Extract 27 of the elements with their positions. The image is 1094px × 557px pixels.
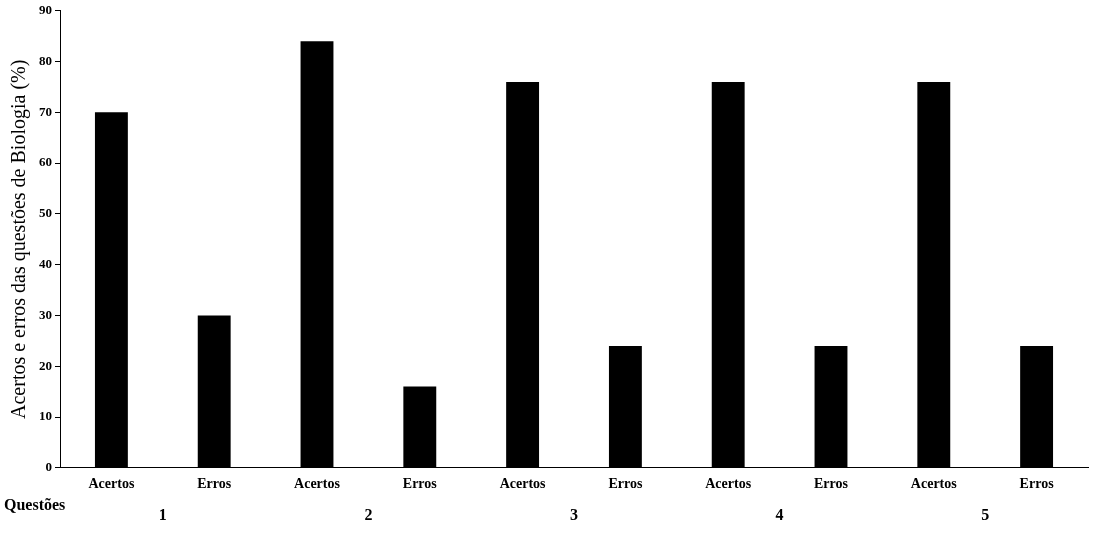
y-tick-label: 0 xyxy=(45,459,52,475)
text: Erros xyxy=(608,476,643,492)
text: Erros xyxy=(197,476,232,492)
y-tick-label: 10 xyxy=(39,408,52,424)
text: Erros xyxy=(1019,476,1054,492)
text: Acertos xyxy=(88,476,135,492)
x-tick-label: 3 xyxy=(570,505,578,523)
y-tick-label: 40 xyxy=(39,256,52,272)
text: Erros xyxy=(814,476,848,492)
y-tick-label: 60 xyxy=(39,154,52,170)
x-tick-label: 5 xyxy=(981,505,990,523)
x-tick-label: 4 xyxy=(775,505,784,523)
text: Acertos xyxy=(294,476,340,492)
text: Acertos xyxy=(705,476,752,492)
y-tick-label: 90 xyxy=(39,2,52,18)
y-tick-label: 80 xyxy=(39,52,52,68)
y-tick-label: 50 xyxy=(39,205,52,221)
y-tick-label: 70 xyxy=(39,103,52,119)
x-tick-label: 1 xyxy=(158,505,167,523)
series-label: Acertos xyxy=(499,476,547,492)
series-label: Erros xyxy=(402,476,438,492)
y-axis-title: Acertos e erros das questões de Biologia (%) xyxy=(7,59,31,419)
y-tick-label: 30 xyxy=(39,306,52,322)
x-tick-label: 2 xyxy=(364,505,373,523)
x-axis-title: Questões xyxy=(4,495,66,513)
y-tick-label: 20 xyxy=(39,357,52,373)
text: Acertos xyxy=(910,476,957,492)
